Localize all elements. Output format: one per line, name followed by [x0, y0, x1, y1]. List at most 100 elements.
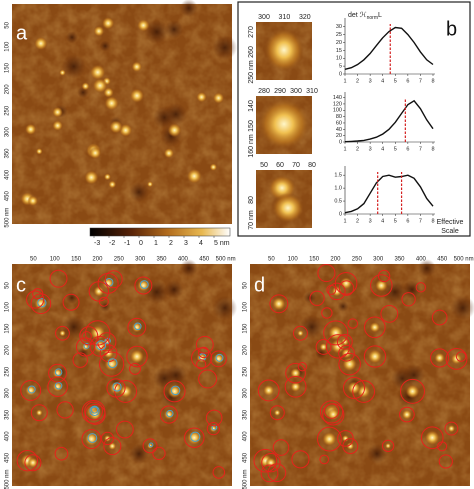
detection-circle — [352, 380, 376, 403]
panel-label: c — [16, 274, 26, 296]
afm-image — [12, 259, 238, 486]
detection-circle — [444, 421, 459, 436]
y-tick-label: 500 nm — [243, 470, 249, 489]
particle — [24, 123, 37, 136]
particle — [109, 381, 123, 395]
thumb-y-label: 250 nm — [248, 60, 255, 84]
pit — [402, 364, 426, 387]
y-tick-label: 400 — [5, 431, 11, 442]
thumbnail-particle — [264, 28, 304, 72]
colorbar-tick-label: -1 — [124, 240, 130, 247]
particle — [384, 442, 392, 449]
detection-circle — [363, 316, 386, 339]
detection-circle — [54, 446, 69, 461]
thumb-x-label: 80 — [308, 162, 316, 169]
detection-circle-small — [37, 298, 47, 308]
curve — [344, 26, 434, 70]
detection-circle — [401, 292, 416, 307]
y-tick-label: 300 — [5, 388, 11, 399]
detection-circle — [205, 409, 223, 427]
afm-image — [250, 259, 474, 486]
detection-circle — [455, 351, 467, 362]
particle — [52, 120, 64, 132]
y-tick-label: 20 — [336, 40, 342, 46]
particle — [52, 106, 64, 118]
detection-circle — [319, 454, 330, 465]
detection-circle — [322, 403, 345, 426]
particle — [424, 430, 440, 446]
particle — [131, 61, 143, 73]
y-tick-label: 350 — [5, 148, 11, 159]
panel-label: b — [446, 18, 457, 40]
detection-circle-small — [27, 385, 36, 394]
particle — [89, 146, 102, 160]
y-tick-label: 200 — [5, 345, 11, 356]
x-tick-label: 450 — [199, 257, 210, 263]
particle — [59, 329, 66, 337]
x-tick-label: 200 — [330, 257, 341, 263]
particle — [167, 123, 182, 138]
x-tick-label: 500 nm — [454, 257, 474, 263]
detection-circle-small — [83, 342, 90, 349]
thumb-x-label: 60 — [276, 162, 284, 169]
particle — [129, 88, 145, 104]
particle — [35, 147, 43, 155]
particle — [104, 95, 120, 111]
detection-circle — [79, 326, 99, 346]
detection-circle — [126, 345, 148, 368]
y-tick-label: 100 — [333, 108, 342, 114]
particle — [34, 36, 48, 51]
y-tick-label: 450 — [5, 191, 11, 202]
pit — [417, 259, 436, 278]
pit — [382, 280, 407, 305]
detection-circle — [272, 439, 290, 456]
detection-circle — [338, 344, 355, 362]
detection-circle — [400, 378, 426, 404]
x-tick-label: 4 — [381, 218, 384, 224]
curve — [344, 99, 434, 143]
x-tick-label: 1 — [343, 146, 346, 152]
particle — [319, 342, 328, 352]
x-tick-label: 8 — [431, 146, 434, 152]
y-tick-label: 5 — [339, 64, 342, 70]
plot-title-part: norm — [367, 15, 378, 21]
detection-circle — [212, 466, 226, 479]
detection-circle — [84, 401, 103, 421]
particle — [104, 356, 120, 372]
detection-circle — [206, 422, 220, 436]
particle — [434, 352, 446, 364]
colorbar-tick-label: 0 — [139, 240, 143, 247]
x-tick-label: 5 — [394, 78, 397, 84]
thumb-y-label: 140 — [248, 100, 255, 112]
thumb-y-label: 260 — [248, 46, 255, 58]
detection-circle-small — [90, 406, 99, 414]
pit — [164, 280, 184, 300]
detection-circle — [342, 376, 366, 399]
x-tick-label: 3 — [369, 146, 372, 152]
y-tick-label: 200 — [5, 84, 11, 95]
pit — [299, 314, 324, 340]
particle — [163, 409, 175, 420]
particle — [405, 384, 420, 399]
x-tick-label: 2 — [356, 78, 359, 84]
detection-circle — [269, 294, 289, 314]
y-tick-label: 40 — [336, 127, 342, 133]
detection-circle — [163, 380, 186, 403]
particle — [347, 381, 361, 395]
y-tick-label: 50 — [5, 282, 11, 289]
particle — [262, 384, 275, 397]
detection-circle — [317, 426, 342, 452]
particle — [27, 457, 39, 469]
pit — [99, 40, 111, 52]
detection-circle — [337, 430, 354, 447]
detection-circle-small — [166, 409, 174, 418]
thumbnail-particle — [272, 193, 304, 223]
thumb-x-label: 320 — [299, 14, 311, 21]
detection-circle — [253, 448, 278, 473]
y-tick-label: 50 — [243, 282, 249, 289]
x-tick-label: 50 — [30, 257, 37, 263]
particle — [327, 325, 344, 341]
pit — [179, 0, 198, 18]
particle — [109, 119, 123, 134]
